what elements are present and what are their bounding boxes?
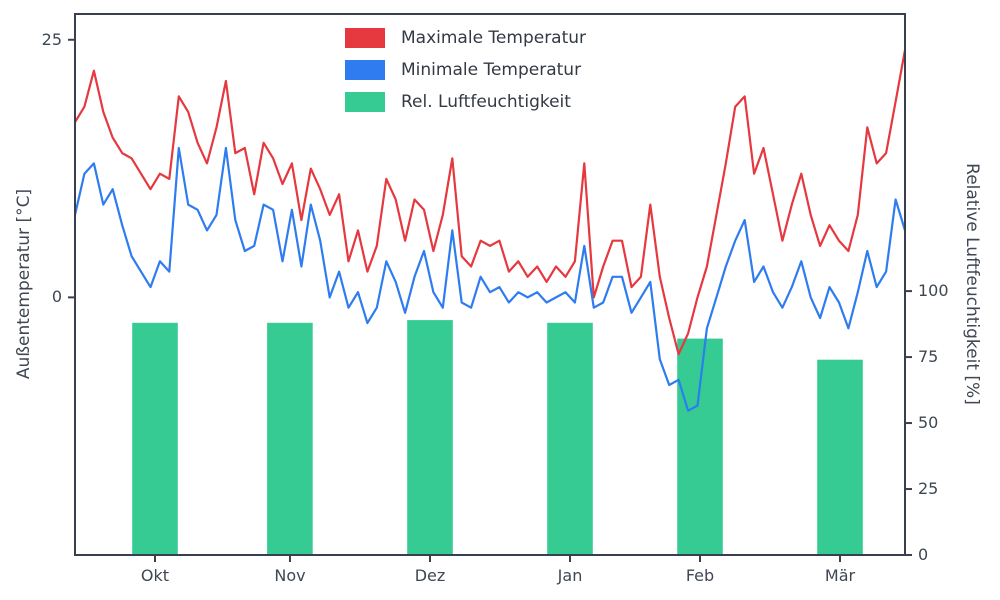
legend: Maximale Temperatur Minimale Temperatur … bbox=[345, 28, 586, 112]
humidity-bar-feb bbox=[677, 338, 723, 555]
humidity-bar-mär bbox=[817, 359, 863, 555]
y-tick-label-right-100: 100 bbox=[918, 281, 949, 301]
legend-swatch-humidity bbox=[345, 92, 385, 112]
x-tick-label-okt: Okt bbox=[140, 566, 170, 585]
min-temperature-line bbox=[73, 146, 907, 412]
plot-frame bbox=[74, 13, 906, 556]
x-tick-label-mär: Mär bbox=[824, 566, 856, 585]
y-tick-label-left-25: 25 bbox=[41, 29, 62, 49]
humidity-bar-jan bbox=[547, 322, 593, 555]
legend-label-min-temp: Minimale Temperatur bbox=[401, 60, 582, 80]
legend-item-max-temp: Maximale Temperatur bbox=[345, 28, 586, 48]
y-tick-label-right-75: 75 bbox=[918, 347, 939, 367]
x-tick-label-jan: Jan bbox=[557, 566, 583, 585]
y-axis-label-left: Außentemperatur [°C] bbox=[14, 188, 34, 380]
y-axis-label-right: Relative Luftfeuchtigkeit [%] bbox=[962, 163, 982, 405]
legend-label-humidity: Rel. Luftfeuchtigkeit bbox=[401, 92, 571, 112]
legend-label-max-temp: Maximale Temperatur bbox=[401, 28, 587, 48]
x-tick-label-dez: Dez bbox=[414, 566, 446, 585]
legend-swatch-max-temp bbox=[345, 28, 385, 48]
y-tick-label-right-50: 50 bbox=[918, 413, 939, 433]
x-tick-label-nov: Nov bbox=[274, 566, 306, 585]
y-tick-label-right-0: 0 bbox=[918, 545, 929, 564]
legend-item-min-temp: Minimale Temperatur bbox=[345, 60, 586, 80]
legend-swatch-min-temp bbox=[345, 60, 385, 80]
humidity-bar-nov bbox=[267, 322, 313, 555]
max-temperature-line bbox=[73, 48, 907, 356]
y-tick-label-right-25: 25 bbox=[918, 479, 939, 499]
x-tick-label-feb: Feb bbox=[685, 566, 715, 585]
humidity-bar-dez bbox=[407, 320, 453, 555]
legend-item-humidity: Rel. Luftfeuchtigkeit bbox=[345, 92, 586, 112]
y-tick-label-left-0: 0 bbox=[51, 287, 62, 307]
humidity-bar-okt bbox=[132, 322, 178, 555]
